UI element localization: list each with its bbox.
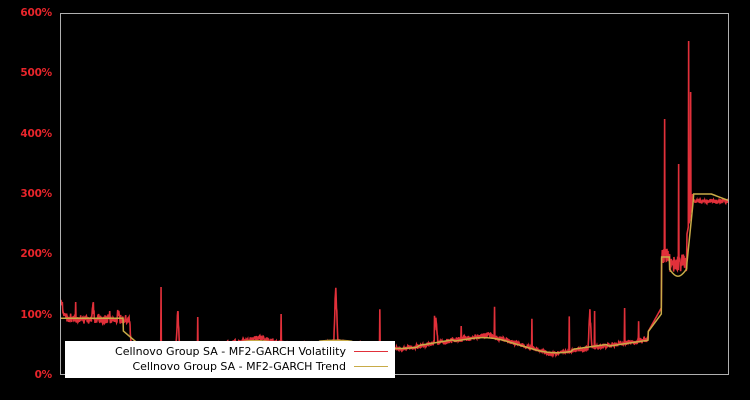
volatility-line <box>61 41 728 356</box>
legend-label-trend: Cellnovo Group SA - MF2-GARCH Trend <box>132 360 346 373</box>
legend-swatch-volatility-icon <box>354 351 388 352</box>
y-tick-label-100: 100% <box>20 308 52 321</box>
y-tick-label-200: 200% <box>20 248 52 261</box>
y-tick-label-300: 300% <box>20 187 52 200</box>
legend-entry-trend: Cellnovo Group SA - MF2-GARCH Trend <box>72 359 388 374</box>
legend-swatch-trend-icon <box>354 366 388 367</box>
y-tick-label-0: 0% <box>34 368 53 381</box>
legend: Cellnovo Group SA - MF2-GARCH Volatility… <box>65 341 395 378</box>
plot-area <box>60 13 729 375</box>
legend-entry-volatility: Cellnovo Group SA - MF2-GARCH Volatility <box>72 344 388 359</box>
series-canvas <box>61 14 728 374</box>
legend-label-volatility: Cellnovo Group SA - MF2-GARCH Volatility <box>115 345 346 358</box>
y-tick-label-400: 400% <box>20 127 52 140</box>
y-tick-label-500: 500% <box>20 67 52 80</box>
y-tick-label-600: 600% <box>20 6 52 19</box>
